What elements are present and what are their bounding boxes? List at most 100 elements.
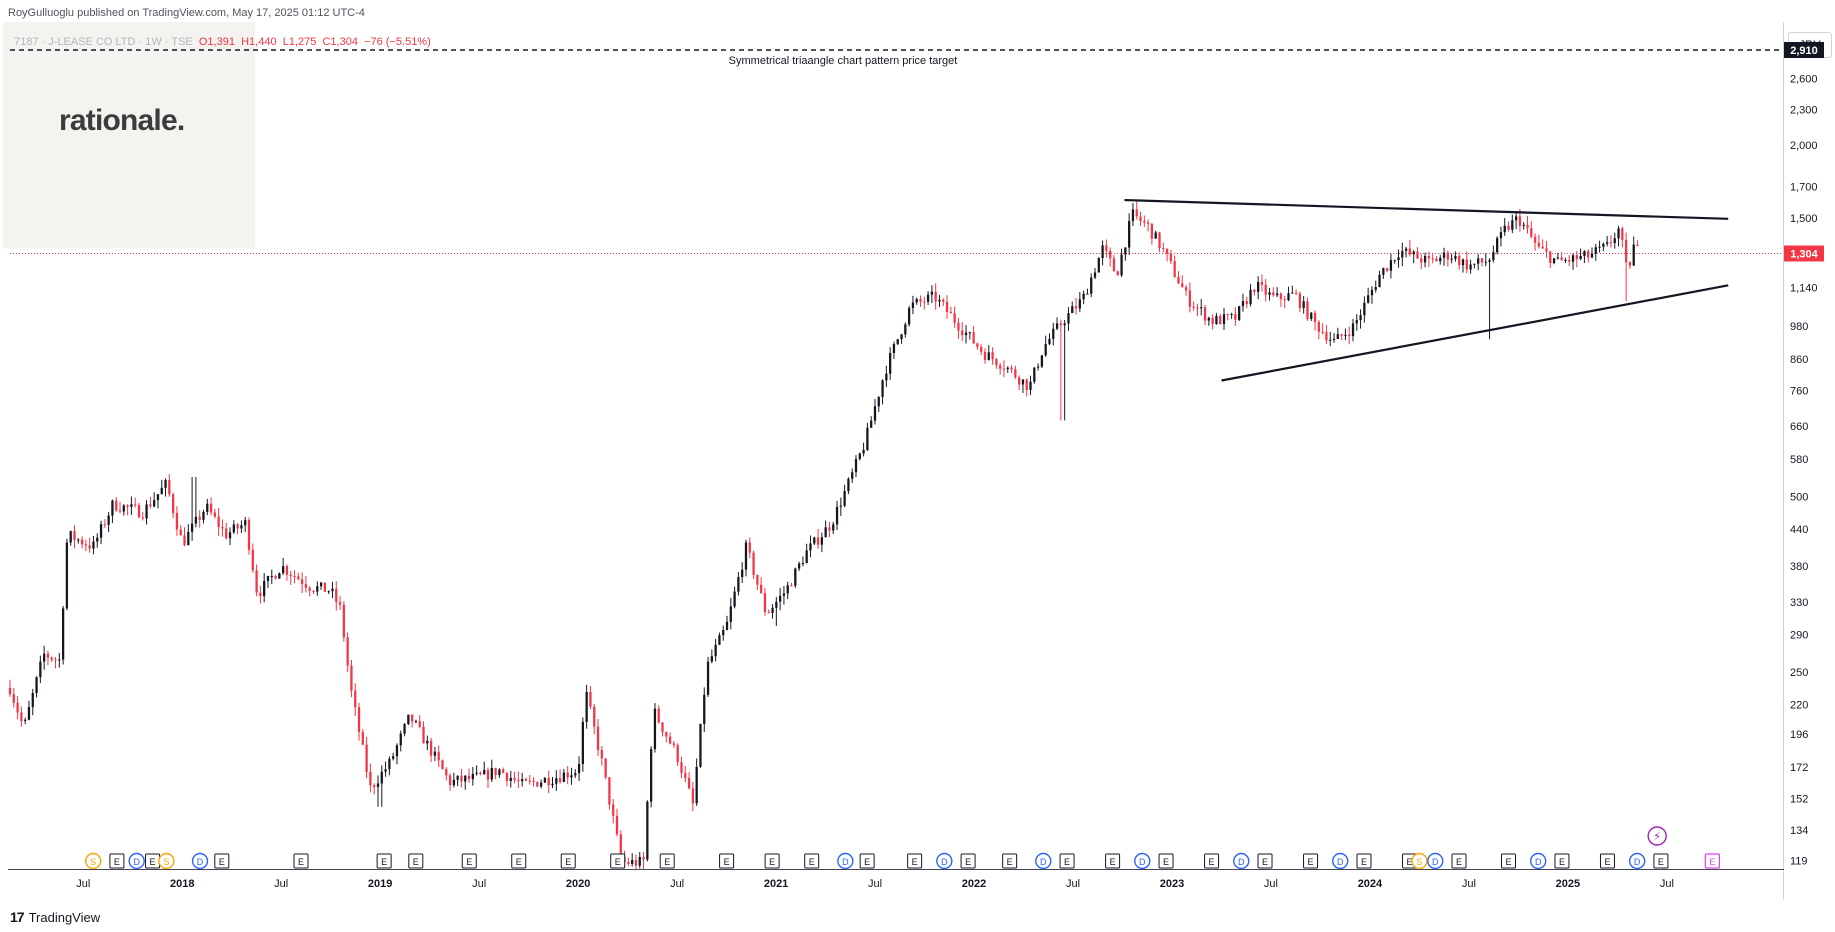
candle-body — [801, 563, 805, 565]
candle-body — [1348, 334, 1351, 337]
candle-body — [1533, 236, 1537, 243]
candle-body — [1439, 257, 1442, 262]
candle-body — [866, 427, 869, 450]
earnings-event-glyph: E — [724, 857, 730, 867]
tradingview-footer[interactable]: 17 TradingView — [10, 909, 100, 925]
candle-body — [1128, 221, 1131, 248]
candle-body — [775, 601, 778, 608]
candle-body — [634, 859, 638, 866]
x-tick-label: 2019 — [368, 878, 392, 890]
candle-body — [767, 611, 770, 613]
earnings-event-icon — [511, 853, 527, 869]
triangle-lower-trendline — [1221, 284, 1729, 382]
dividend-event-glyph: D — [1139, 857, 1146, 867]
candle-body — [953, 313, 956, 323]
candle-body — [1287, 293, 1290, 301]
candle-body — [1427, 255, 1430, 259]
candle-body — [247, 520, 251, 550]
earnings-event-glyph: E — [1110, 857, 1116, 867]
candle-body — [365, 744, 368, 772]
candle-body — [600, 750, 603, 759]
candle-body — [615, 815, 619, 835]
candle-body — [1632, 244, 1635, 266]
candle-body — [528, 780, 531, 782]
candle-body — [502, 769, 505, 773]
candle-body — [175, 513, 179, 530]
candle-body — [839, 505, 842, 507]
candle-body — [1188, 290, 1191, 307]
candle-body — [1355, 320, 1358, 324]
candle-body — [577, 763, 581, 774]
x-tick-label: 2025 — [1556, 878, 1580, 890]
candle-body — [744, 542, 748, 570]
candle-body — [46, 653, 50, 658]
dividend-event-icon — [128, 852, 145, 870]
symbol-name: J-LEASE CO LTD — [48, 36, 136, 48]
candle-body — [1101, 245, 1104, 259]
earnings-event-glyph: E — [1007, 857, 1013, 867]
symbol-exchange: TSE — [171, 36, 193, 48]
candle-body — [1017, 377, 1021, 385]
earnings-event-icon — [907, 853, 923, 869]
candle-body — [84, 544, 88, 546]
earnings-event-icon — [859, 853, 875, 869]
candle-body — [1040, 355, 1044, 367]
candle-body — [479, 772, 482, 775]
candle-body — [407, 714, 410, 725]
candle-body — [31, 693, 34, 707]
candle-body — [1556, 257, 1559, 259]
candle-body — [1442, 252, 1446, 258]
candle-body — [27, 706, 31, 720]
candle-body — [961, 330, 964, 336]
x-tick-label: Jul — [1066, 878, 1080, 890]
candle-body — [1097, 258, 1100, 273]
candle-body — [1074, 306, 1078, 309]
candle-body — [69, 531, 72, 543]
candle-body — [39, 661, 42, 678]
candle-body — [73, 531, 76, 541]
candle-body — [1260, 281, 1264, 285]
candle-body — [1628, 262, 1632, 266]
candle-body — [1215, 315, 1218, 324]
candle-body — [1139, 216, 1142, 222]
candle-body — [1579, 255, 1582, 259]
y-tick-label: 980 — [1790, 321, 1808, 333]
candle-body — [1404, 248, 1408, 251]
candle-body — [107, 515, 110, 525]
candle-body — [657, 708, 660, 723]
x-tick-label: 2020 — [566, 878, 590, 890]
candle-body — [1283, 299, 1286, 301]
candle-body — [737, 577, 740, 592]
candle-body — [1203, 307, 1207, 321]
dividend-event-icon — [837, 852, 854, 870]
candle-body — [1583, 251, 1586, 256]
y-tick-label: 172 — [1790, 762, 1808, 774]
ohlc-change: −76 (−5.51%) — [364, 36, 431, 48]
candle-body — [1473, 263, 1476, 265]
candle-body — [653, 708, 657, 750]
candle-body — [475, 772, 478, 774]
candle-body — [300, 579, 304, 585]
y-tick-label: 660 — [1790, 421, 1808, 433]
candle-body — [608, 777, 611, 805]
candle-body — [1120, 254, 1123, 276]
y-tick-label: 860 — [1790, 354, 1808, 366]
candle-body — [1071, 306, 1074, 314]
y-tick-label: 330 — [1790, 597, 1808, 609]
candle-body — [714, 644, 717, 657]
candle-body — [1234, 313, 1237, 320]
candle-body — [153, 500, 156, 507]
earnings-event-glyph: E — [615, 857, 621, 867]
candle-body — [722, 629, 725, 636]
candle-body — [854, 458, 858, 473]
candle-body — [1010, 367, 1013, 370]
candle-body — [763, 593, 767, 612]
y-tick-label: 380 — [1790, 561, 1808, 573]
candle-body — [308, 587, 311, 591]
candle-body — [733, 591, 736, 607]
symbol-legend[interactable]: 7187 · J-LEASE CO LTD · 1W · TSE O1,391 … — [14, 36, 431, 48]
candle-body — [706, 661, 710, 695]
candle-body — [832, 524, 835, 531]
dividend-event-icon — [1427, 852, 1444, 870]
